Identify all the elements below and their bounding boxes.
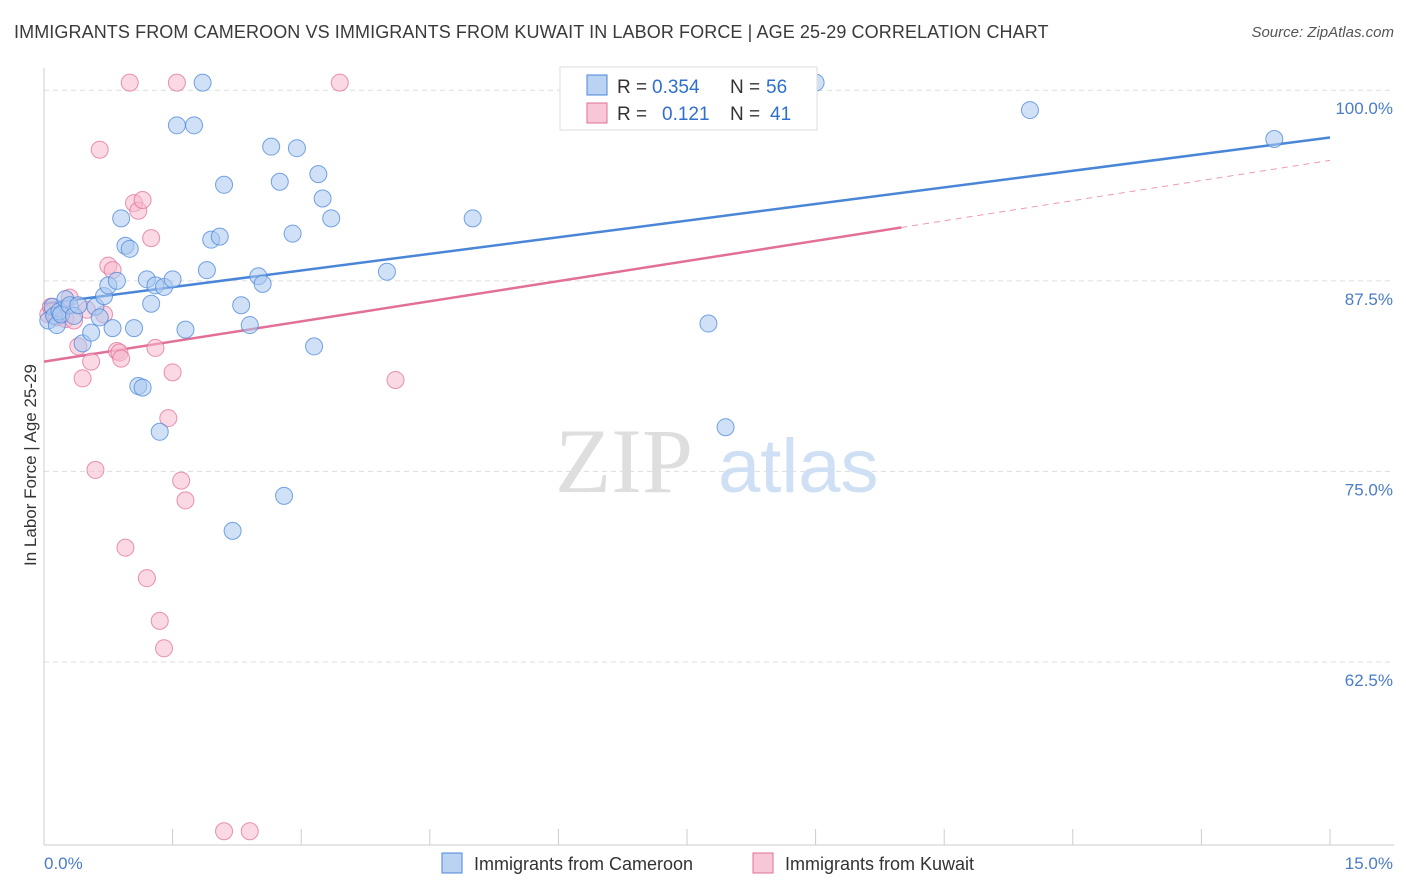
bottom-legend-cameroon: Immigrants from Cameroon [474, 854, 693, 874]
point-cameroon [193, 73, 212, 92]
y-tick-labels: 62.5% 75.0% 87.5% 100.0% [1335, 99, 1393, 690]
point-cameroon [275, 486, 294, 505]
point-cameroon [1265, 130, 1284, 149]
y-tick-label: 62.5% [1345, 671, 1393, 690]
point-cameroon [716, 418, 735, 437]
point-cameroon [82, 323, 101, 342]
point-kuwait [386, 370, 405, 389]
point-cameroon [210, 227, 229, 246]
point-cameroon [232, 296, 251, 315]
point-cameroon [322, 209, 341, 228]
x-tick-label: 15.0% [1345, 854, 1393, 873]
point-cameroon [253, 274, 272, 293]
point-cameroon [185, 116, 204, 135]
point-kuwait [142, 229, 161, 248]
bottom-legend-swatch-blue [441, 852, 463, 874]
point-kuwait [215, 822, 234, 841]
point-cameroon [69, 296, 88, 315]
point-cameroon [377, 262, 396, 281]
point-cameroon [142, 294, 161, 313]
point-kuwait [116, 538, 135, 557]
bottom-legend-kuwait: Immigrants from Kuwait [785, 854, 974, 874]
point-cameroon [463, 209, 482, 228]
legend-swatch-pink [586, 102, 608, 124]
legend-swatch-blue [586, 74, 608, 96]
watermark: ZIP atlas [555, 410, 879, 512]
point-cameroon [1020, 101, 1039, 120]
legend-n-value: 56 [766, 77, 787, 98]
point-kuwait [146, 338, 165, 357]
point-kuwait [150, 611, 169, 630]
point-kuwait [90, 140, 109, 159]
point-cameroon [215, 175, 234, 194]
gridlines [44, 89, 1394, 663]
legend-r-label: R = [617, 77, 647, 98]
legend: R = 0.354 N = 56 R = 0.121 N = 41 [559, 66, 818, 131]
legend-n-label: N = [730, 77, 760, 98]
point-kuwait [137, 569, 156, 588]
point-cameroon [133, 378, 152, 397]
point-kuwait [176, 491, 195, 510]
point-cameroon [112, 209, 131, 228]
point-kuwait [155, 639, 174, 658]
y-tick-label: 75.0% [1345, 480, 1393, 499]
point-cameroon [305, 337, 324, 356]
trend-line-kuwait [43, 226, 902, 363]
trend-line-cameroon [43, 136, 1331, 305]
legend-r-label: R = [617, 104, 647, 125]
point-kuwait [167, 73, 186, 92]
point-cameroon [283, 224, 302, 243]
point-kuwait [240, 822, 259, 841]
watermark-zip: ZIP [555, 410, 693, 512]
point-cameroon [120, 239, 139, 258]
point-cameroon [150, 422, 169, 441]
y-axis-label: In Labor Force | Age 25-29 [21, 364, 40, 566]
point-kuwait [163, 363, 182, 382]
bottom-legend: Immigrants from Cameroon Immigrants from… [441, 852, 974, 874]
point-kuwait [120, 73, 139, 92]
bottom-legend-swatch-pink [752, 852, 774, 874]
watermark-atlas: atlas [718, 424, 879, 509]
x-tick-label: 0.0% [44, 854, 83, 873]
point-kuwait [112, 349, 131, 368]
point-kuwait [159, 409, 178, 428]
point-kuwait [82, 352, 101, 371]
point-cameroon [223, 521, 242, 540]
trend-line-kuwait-extension [901, 159, 1331, 228]
axes [43, 68, 1394, 846]
point-cameroon [107, 271, 126, 290]
x-tick-labels: 0.0% 15.0% [44, 854, 1393, 873]
legend-r-value: 0.121 [662, 104, 710, 125]
point-cameroon [167, 116, 186, 135]
point-cameroon [313, 189, 332, 208]
y-tick-label: 100.0% [1335, 99, 1393, 118]
point-cameroon [176, 320, 195, 339]
source-label: Source: ZipAtlas.com [1251, 24, 1394, 41]
point-cameroon [103, 319, 122, 338]
point-cameroon [240, 316, 259, 335]
point-cameroon [197, 261, 216, 280]
chart-title: IMMIGRANTS FROM CAMEROON VS IMMIGRANTS F… [14, 22, 1049, 42]
point-cameroon [262, 137, 281, 156]
point-cameroon [309, 165, 328, 184]
point-cameroon [270, 172, 289, 191]
point-kuwait [172, 471, 191, 490]
legend-n-label: N = [730, 104, 760, 125]
point-kuwait [133, 191, 152, 210]
point-kuwait [73, 369, 92, 388]
point-kuwait [86, 460, 105, 479]
y-tick-label: 87.5% [1345, 290, 1393, 309]
point-cameroon [699, 314, 718, 333]
point-cameroon [287, 139, 306, 158]
point-cameroon [125, 319, 144, 338]
point-cameroon [163, 270, 182, 289]
trend-lines [43, 136, 1331, 363]
legend-n-value: 41 [770, 104, 791, 125]
legend-r-value: 0.354 [652, 77, 700, 98]
point-kuwait [330, 73, 349, 92]
point-cameroon [90, 308, 109, 327]
